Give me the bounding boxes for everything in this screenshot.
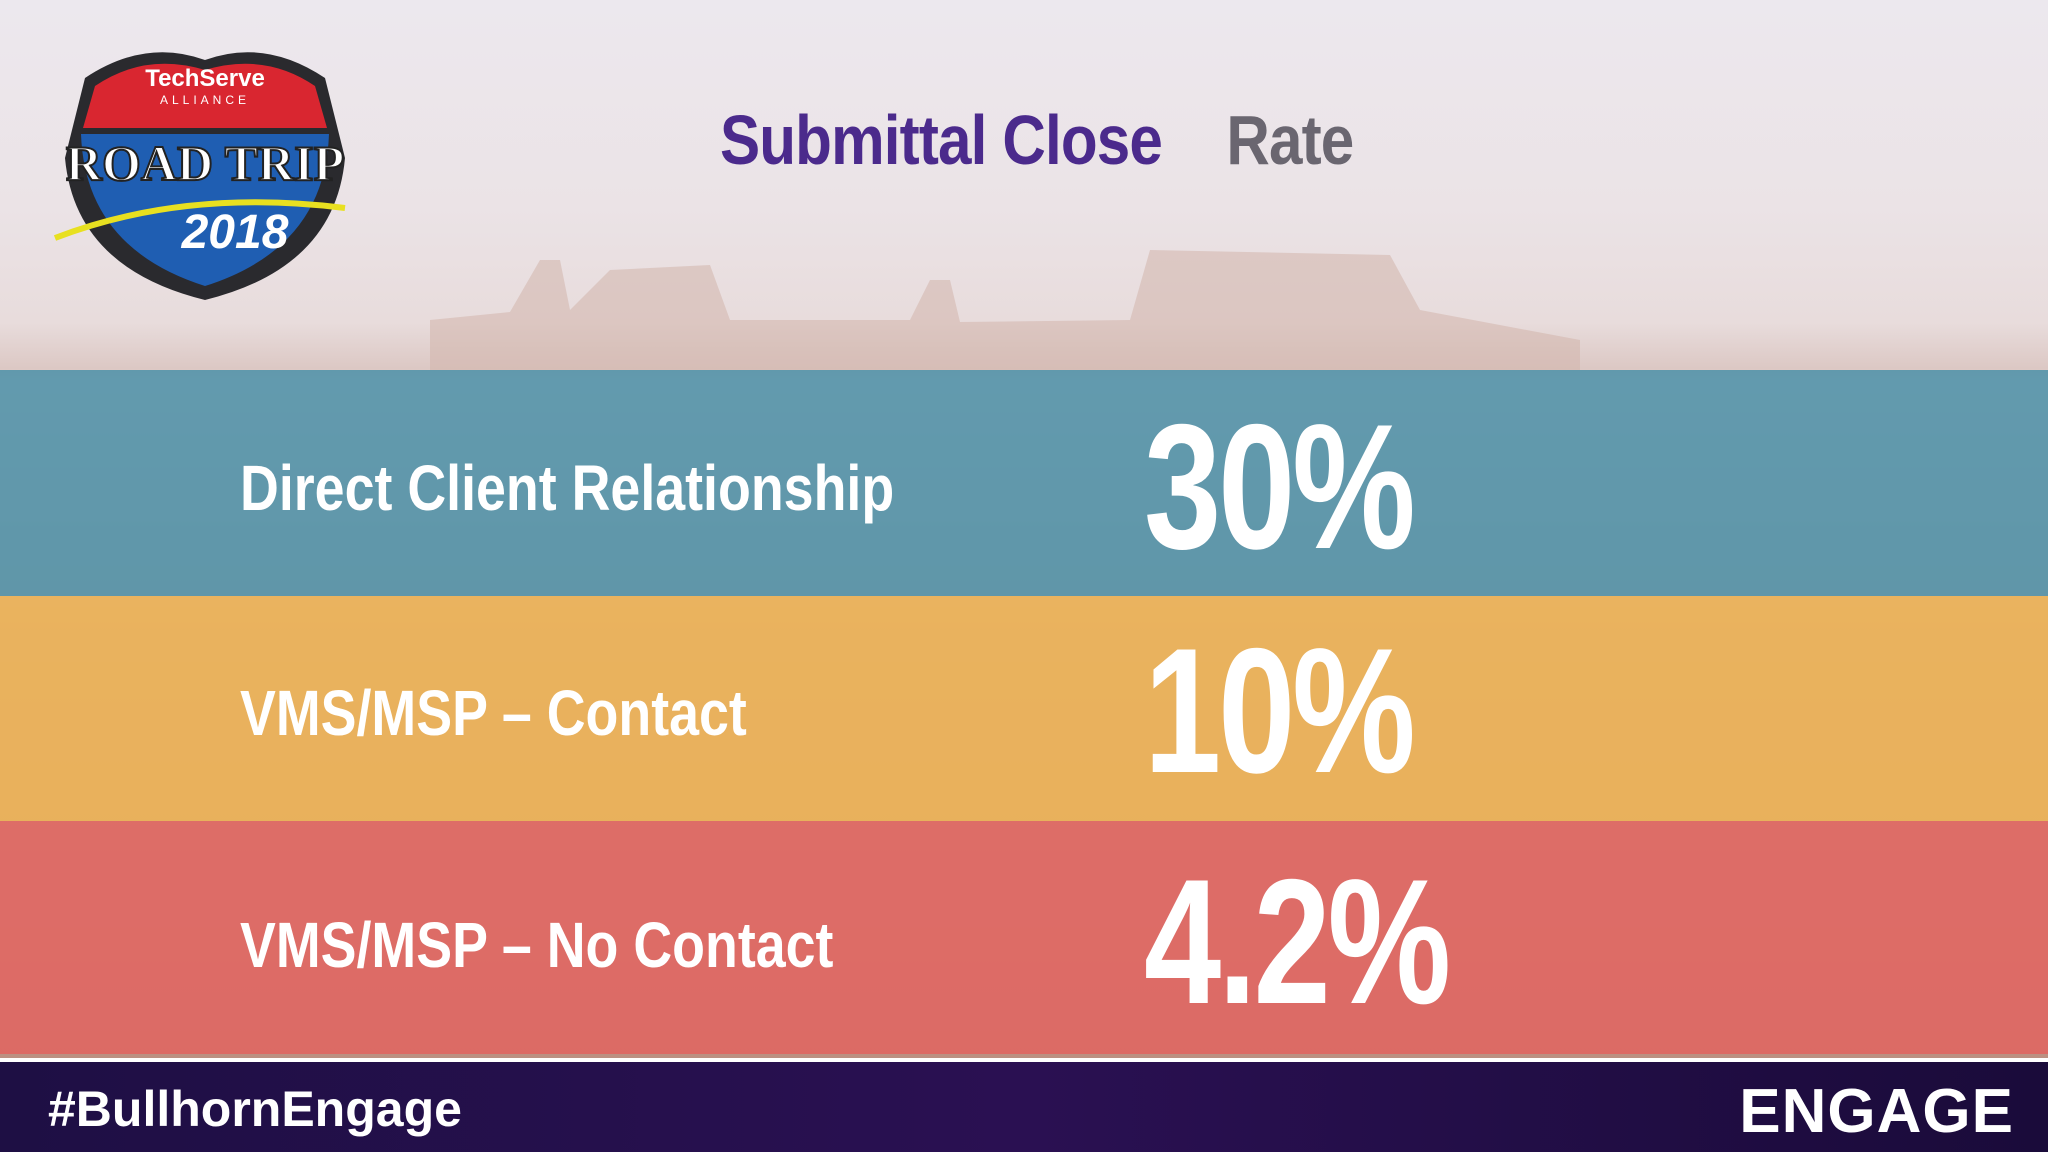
title-highlight: Submittal Close [719, 101, 1163, 179]
row-band: Direct Client Relationship 30% [0, 370, 2048, 596]
row-label: VMS/MSP – Contact [240, 677, 747, 749]
logo-main: ROAD TRIP [66, 135, 344, 191]
logo: TechServe ALLIANCE ROAD TRIP 2018 [53, 52, 346, 301]
mesa-silhouette [430, 250, 1580, 370]
row-band: VMS/MSP – Contact 10% [0, 596, 2048, 821]
row-label: VMS/MSP – No Contact [240, 909, 834, 981]
hashtag: #BullhornEngage [48, 1081, 462, 1137]
row-band: VMS/MSP – No Contact 4.2% [0, 821, 2048, 1054]
title: Submittal Close Rate [0, 100, 2048, 180]
logo-year: 2018 [181, 206, 289, 259]
row-label: Direct Client Relationship [240, 452, 895, 524]
logo-top: TechServe [145, 65, 265, 92]
title-rest: Rate [1226, 101, 1355, 179]
row-value: 4.2% [1144, 842, 1451, 1041]
brand: ENGAGE [1739, 1077, 2014, 1146]
row-value: 10% [1144, 611, 1416, 810]
logo-sub: ALLIANCE [160, 93, 250, 107]
row-value: 30% [1144, 387, 1416, 586]
footer: #BullhornEngage ENGAGE [0, 1058, 2048, 1152]
